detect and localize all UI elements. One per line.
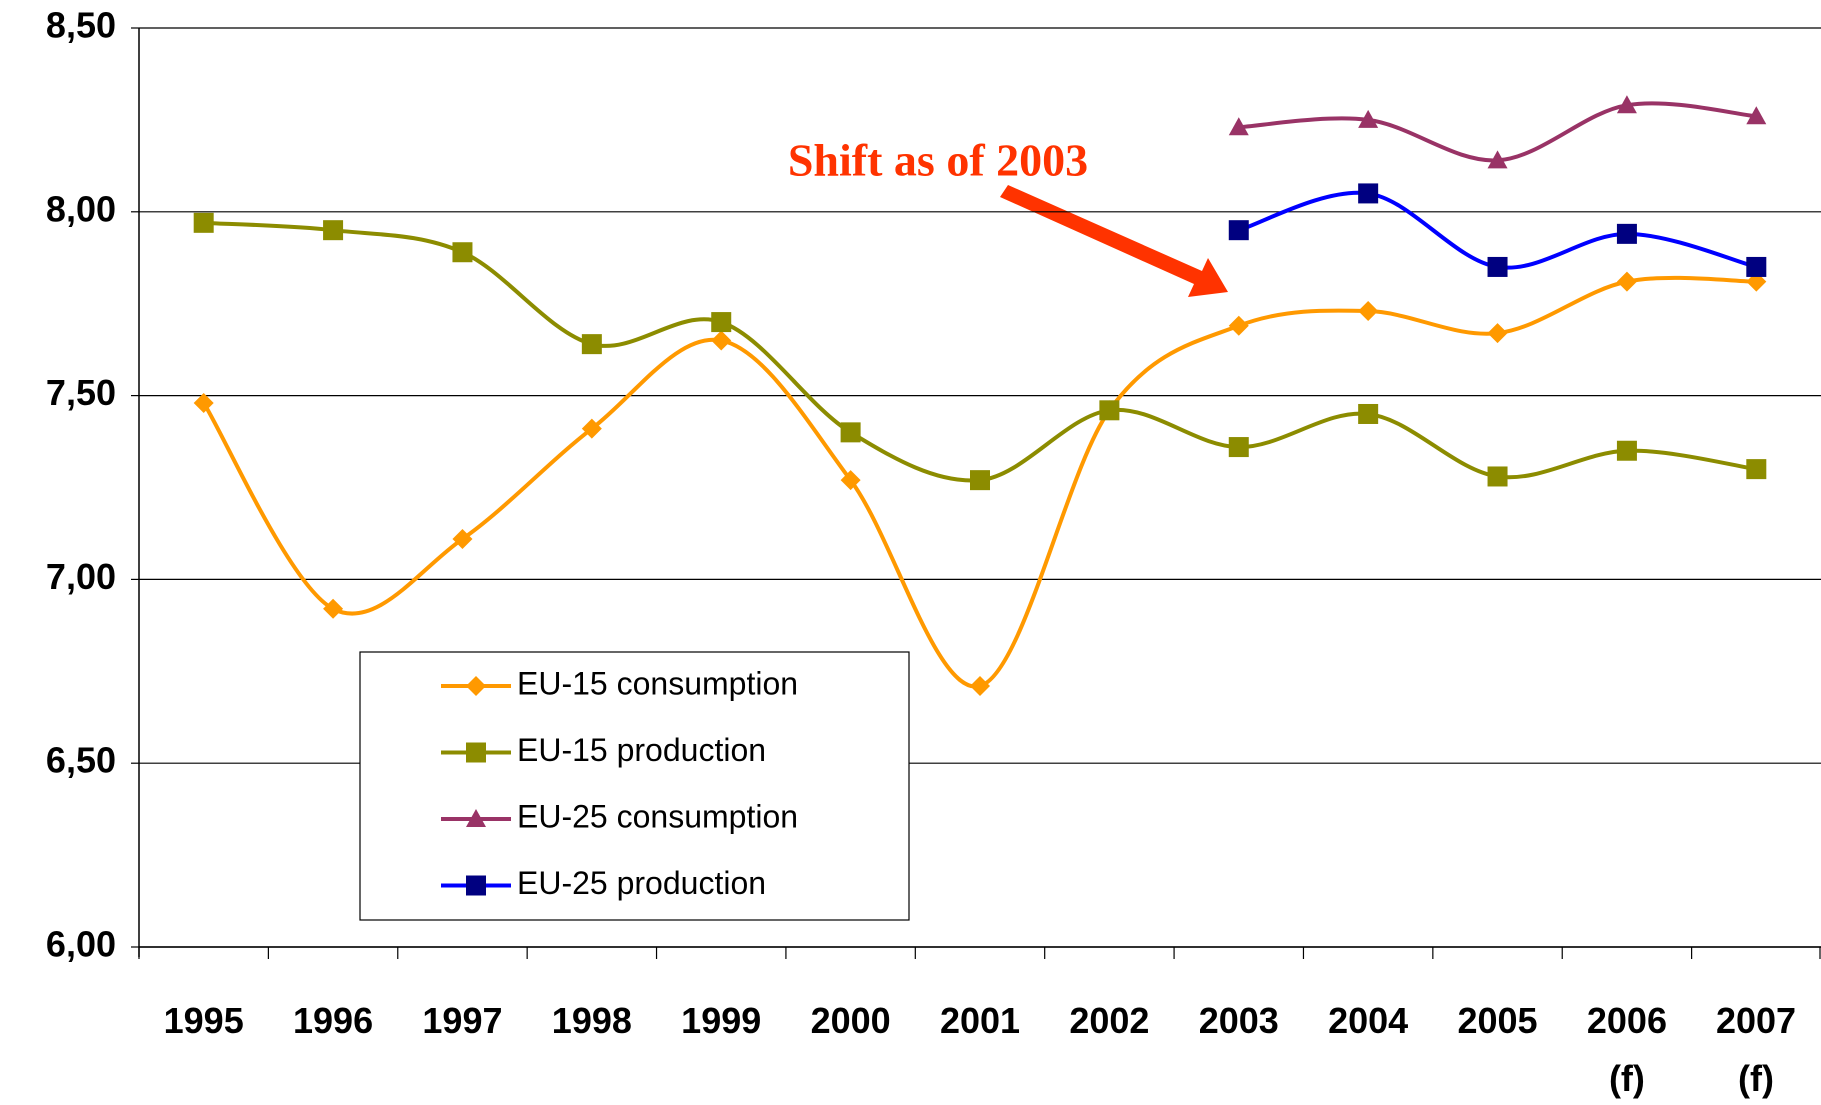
annotation-arrow: [1000, 185, 1228, 297]
legend-box: [359, 651, 910, 921]
legend-label: EU-25 consumption: [517, 798, 798, 834]
y-tick-label: 8,00: [46, 188, 116, 229]
x-tick-label: 2007 (f): [1715, 1000, 1797, 1099]
marker: [970, 470, 990, 491]
marker: [1487, 256, 1508, 277]
marker: [711, 312, 732, 333]
x-tick-label: 1997: [422, 1000, 503, 1041]
marker: [466, 875, 486, 896]
legend: EU-15 consumption EU-15 production EU-25 c…: [359, 651, 910, 921]
marker: [711, 330, 732, 351]
x-tick-label: 2000: [810, 1000, 891, 1041]
marker: [323, 220, 344, 241]
marker: [452, 528, 473, 549]
x-tick-label: 2005: [1457, 1000, 1538, 1041]
marker: [323, 598, 344, 619]
marker: [840, 470, 861, 491]
y-tick-label: 7,00: [46, 556, 116, 597]
marker: [1487, 323, 1508, 344]
y-tick-label: 6,00: [46, 924, 116, 965]
x-tick-label: 2003: [1198, 1000, 1279, 1041]
marker: [452, 242, 473, 263]
y-tick-label: 6,50: [46, 740, 116, 781]
x-tick-label: 2001: [939, 1000, 1021, 1041]
marker: [1358, 301, 1379, 322]
marker: [193, 392, 214, 413]
marker: [466, 676, 486, 696]
marker: [1616, 223, 1637, 244]
legend-label: EU-15 production: [517, 732, 766, 768]
marker: [1358, 403, 1379, 424]
series-line: [203, 220, 1757, 483]
marker: [1746, 256, 1767, 277]
marker: [581, 334, 602, 355]
marker: [1616, 95, 1637, 114]
marker: [1358, 109, 1379, 128]
marker: [1228, 315, 1249, 336]
marker: [1487, 150, 1508, 169]
marker: [193, 212, 214, 233]
marker: [970, 676, 990, 697]
marker: [840, 422, 861, 443]
legend-label: EU-25 production: [517, 865, 766, 901]
marker: [1358, 183, 1379, 204]
x-tick-label: 2002: [1069, 1000, 1150, 1041]
marker: [1487, 466, 1508, 487]
x-tick-label: 2006 (f): [1586, 1000, 1667, 1099]
x-tick-label: 1998: [551, 1000, 632, 1041]
marker: [1228, 437, 1249, 458]
x-tick-label: 1996: [293, 1000, 374, 1041]
x-tick-label: 1999: [681, 1000, 762, 1041]
marker: [466, 742, 486, 763]
series-line: [1238, 190, 1757, 270]
legend-label: EU-15 consumption: [517, 665, 798, 701]
marker: [466, 809, 486, 827]
x-tick-label: 1995: [163, 1000, 244, 1041]
marker: [1228, 220, 1249, 241]
x-tick-label: 2004: [1328, 1000, 1409, 1041]
y-tick-label: 7,50: [46, 372, 116, 413]
marker: [1228, 117, 1249, 136]
marker: [1746, 106, 1767, 125]
marker: [1616, 440, 1637, 461]
marker: [1616, 271, 1637, 292]
annotation: Shift as of 2003: [788, 135, 1088, 186]
marker: [1099, 400, 1120, 421]
marker: [581, 418, 602, 439]
marker: [1746, 459, 1767, 480]
y-tick-label: 8,50: [46, 5, 116, 46]
